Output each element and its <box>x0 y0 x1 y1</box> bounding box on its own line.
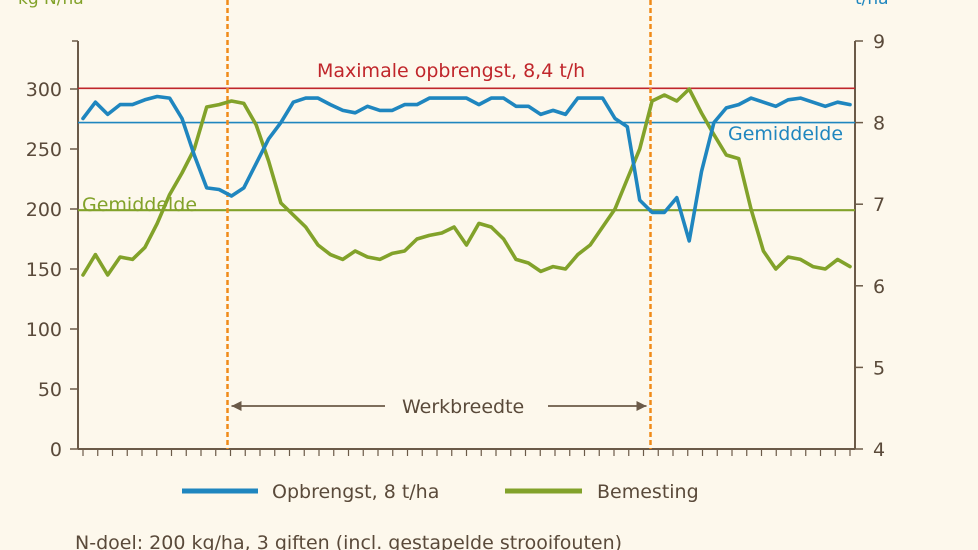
legend: Opbrengst, 8 t/ha Bemesting <box>182 481 699 503</box>
footnote: N-doel: 200 kg/ha, 3 giften (incl. gesta… <box>75 532 622 550</box>
right-tick-label: 7 <box>873 194 885 216</box>
reference-lines: Maximale opbrengst, 8,4 t/h Gemiddelde G… <box>78 60 855 216</box>
left-tick-label: 150 <box>26 259 62 281</box>
left-tick-label: 0 <box>50 439 62 461</box>
right-tick-label: 5 <box>873 357 885 379</box>
left-tick-label: 200 <box>26 199 62 221</box>
right-tick-label: 4 <box>873 439 885 461</box>
series-lines <box>81 87 852 277</box>
right-tick-label: 6 <box>873 276 885 298</box>
legend-label-opbrengst: Opbrengst, 8 t/ha <box>272 481 439 503</box>
right-tick-label: 9 <box>873 31 885 53</box>
right-axis: t/ha 4 5 6 7 8 9 <box>854 0 889 461</box>
right-axis-unit-label: t/ha <box>855 0 889 9</box>
werkbreedte-arrowhead-right <box>636 401 647 411</box>
max-yield-label: Maximale opbrengst, 8,4 t/h <box>317 60 585 82</box>
left-tick-label: 100 <box>26 319 62 341</box>
legend-label-bemesting: Bemesting <box>597 481 699 503</box>
right-tick-label: 8 <box>873 113 885 135</box>
series-line-opbrengst <box>81 94 852 243</box>
series-line-bemesting <box>81 87 852 277</box>
werkbreedte-arrowhead-left <box>231 401 242 411</box>
left-axis-unit-label: kg N/ha <box>18 0 84 9</box>
x-axis <box>78 448 855 456</box>
left-tick-label: 300 <box>26 79 62 101</box>
left-axis: kg N/ha 0 50 100 150 200 250 300 <box>18 0 84 461</box>
left-tick-label: 250 <box>26 139 62 161</box>
fertilizer-average-label: Gemiddelde <box>82 194 197 216</box>
left-tick-label: 50 <box>38 379 62 401</box>
yield-average-label: Gemiddelde <box>728 123 843 145</box>
marker-lines: Werkbreedte <box>226 0 652 449</box>
werkbreedte-label: Werkbreedte <box>402 396 524 418</box>
